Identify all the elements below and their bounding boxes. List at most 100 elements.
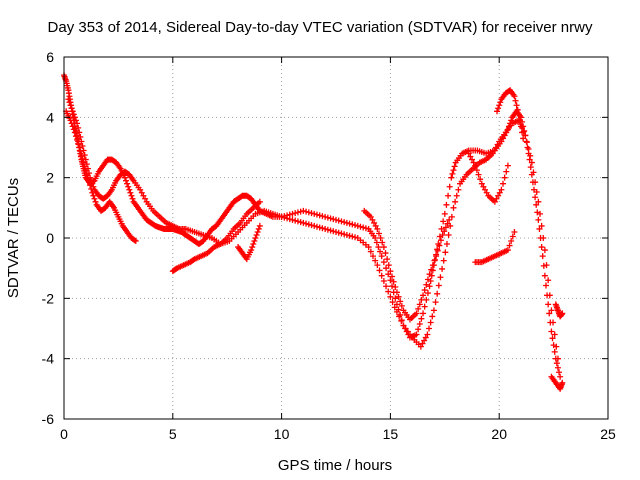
data-point (387, 268, 394, 275)
data-point (445, 231, 452, 238)
data-point (303, 220, 310, 227)
data-point (428, 266, 435, 273)
data-point (478, 180, 485, 187)
data-point (311, 222, 318, 229)
data-point (80, 147, 87, 154)
data-point (553, 360, 560, 367)
data-point (475, 171, 482, 178)
data-point (530, 169, 537, 176)
data-point (421, 337, 428, 344)
data-point (535, 198, 542, 205)
y-tick-label: 2 (46, 170, 54, 186)
data-point (418, 315, 425, 322)
data-point (423, 281, 430, 288)
data-point (426, 325, 433, 332)
data-point (439, 231, 446, 238)
data-point (65, 96, 72, 103)
data-point (284, 215, 291, 222)
data-point (303, 208, 310, 215)
data-point (248, 247, 255, 254)
data-point (251, 238, 258, 245)
data-point (550, 319, 557, 326)
data-point (446, 216, 453, 223)
data-point (82, 167, 89, 174)
data-point (398, 302, 405, 309)
data-point (380, 277, 387, 284)
data-point (374, 225, 381, 232)
data-point (289, 216, 296, 223)
data-point (91, 195, 98, 202)
data-point (125, 183, 132, 190)
data-point (77, 148, 84, 155)
data-point (515, 111, 522, 118)
data-point (327, 215, 334, 222)
data-point (142, 195, 149, 202)
data-point (437, 274, 444, 281)
data-point (300, 219, 307, 226)
data-point (433, 253, 440, 260)
data-point (494, 108, 501, 115)
data-point (305, 209, 312, 216)
data-point (360, 224, 367, 231)
data-point (335, 229, 342, 236)
data-point (559, 379, 566, 386)
data-point (379, 239, 386, 246)
data-point (527, 152, 534, 159)
data-point (78, 152, 85, 159)
data-point (79, 142, 86, 149)
data-point (349, 233, 356, 240)
data-point (512, 97, 519, 104)
data-point (402, 325, 409, 332)
grid (64, 57, 608, 419)
data-point (324, 226, 331, 233)
data-point (327, 227, 334, 234)
y-tick-label: -6 (42, 411, 55, 427)
data-point (127, 189, 134, 196)
data-point (376, 267, 383, 274)
data-point (316, 212, 323, 219)
data-point (416, 320, 423, 327)
data-point (418, 296, 425, 303)
data-point (319, 225, 326, 232)
data-point (497, 99, 504, 106)
data-point (451, 163, 458, 170)
data-point (87, 182, 94, 189)
data-point (435, 282, 442, 289)
data-point (132, 238, 139, 245)
data-point (495, 105, 502, 112)
data-point (426, 271, 433, 278)
chart-title: Day 353 of 2014, Sidereal Day-to-day VTE… (48, 19, 593, 36)
data-point (75, 124, 82, 131)
data-point (67, 102, 74, 109)
data-point (511, 228, 518, 235)
data-point (557, 373, 564, 380)
data-point (517, 114, 524, 121)
data-point (504, 247, 511, 254)
data-point (522, 132, 529, 139)
data-point (540, 262, 547, 269)
data-point (537, 210, 543, 217)
data-point (121, 174, 128, 181)
data-points (61, 72, 566, 392)
data-point (82, 156, 89, 163)
data-point (444, 220, 451, 227)
data-point (373, 239, 380, 246)
data-point (88, 185, 95, 192)
data-point (483, 189, 490, 196)
data-point (256, 222, 263, 229)
data-point (380, 259, 387, 266)
data-point (79, 155, 86, 162)
data-point (520, 135, 527, 142)
data-point (372, 235, 379, 241)
x-tick-label: 20 (491, 426, 507, 442)
y-axis-label: SDTVAR / TECUs (5, 178, 22, 298)
data-point (66, 99, 73, 106)
data-point (421, 287, 428, 294)
data-point (538, 244, 545, 251)
data-point (551, 348, 558, 355)
data-point (69, 108, 76, 115)
data-point (372, 257, 379, 264)
data-point (367, 213, 374, 220)
data-point (387, 293, 394, 300)
data-point (343, 231, 350, 238)
